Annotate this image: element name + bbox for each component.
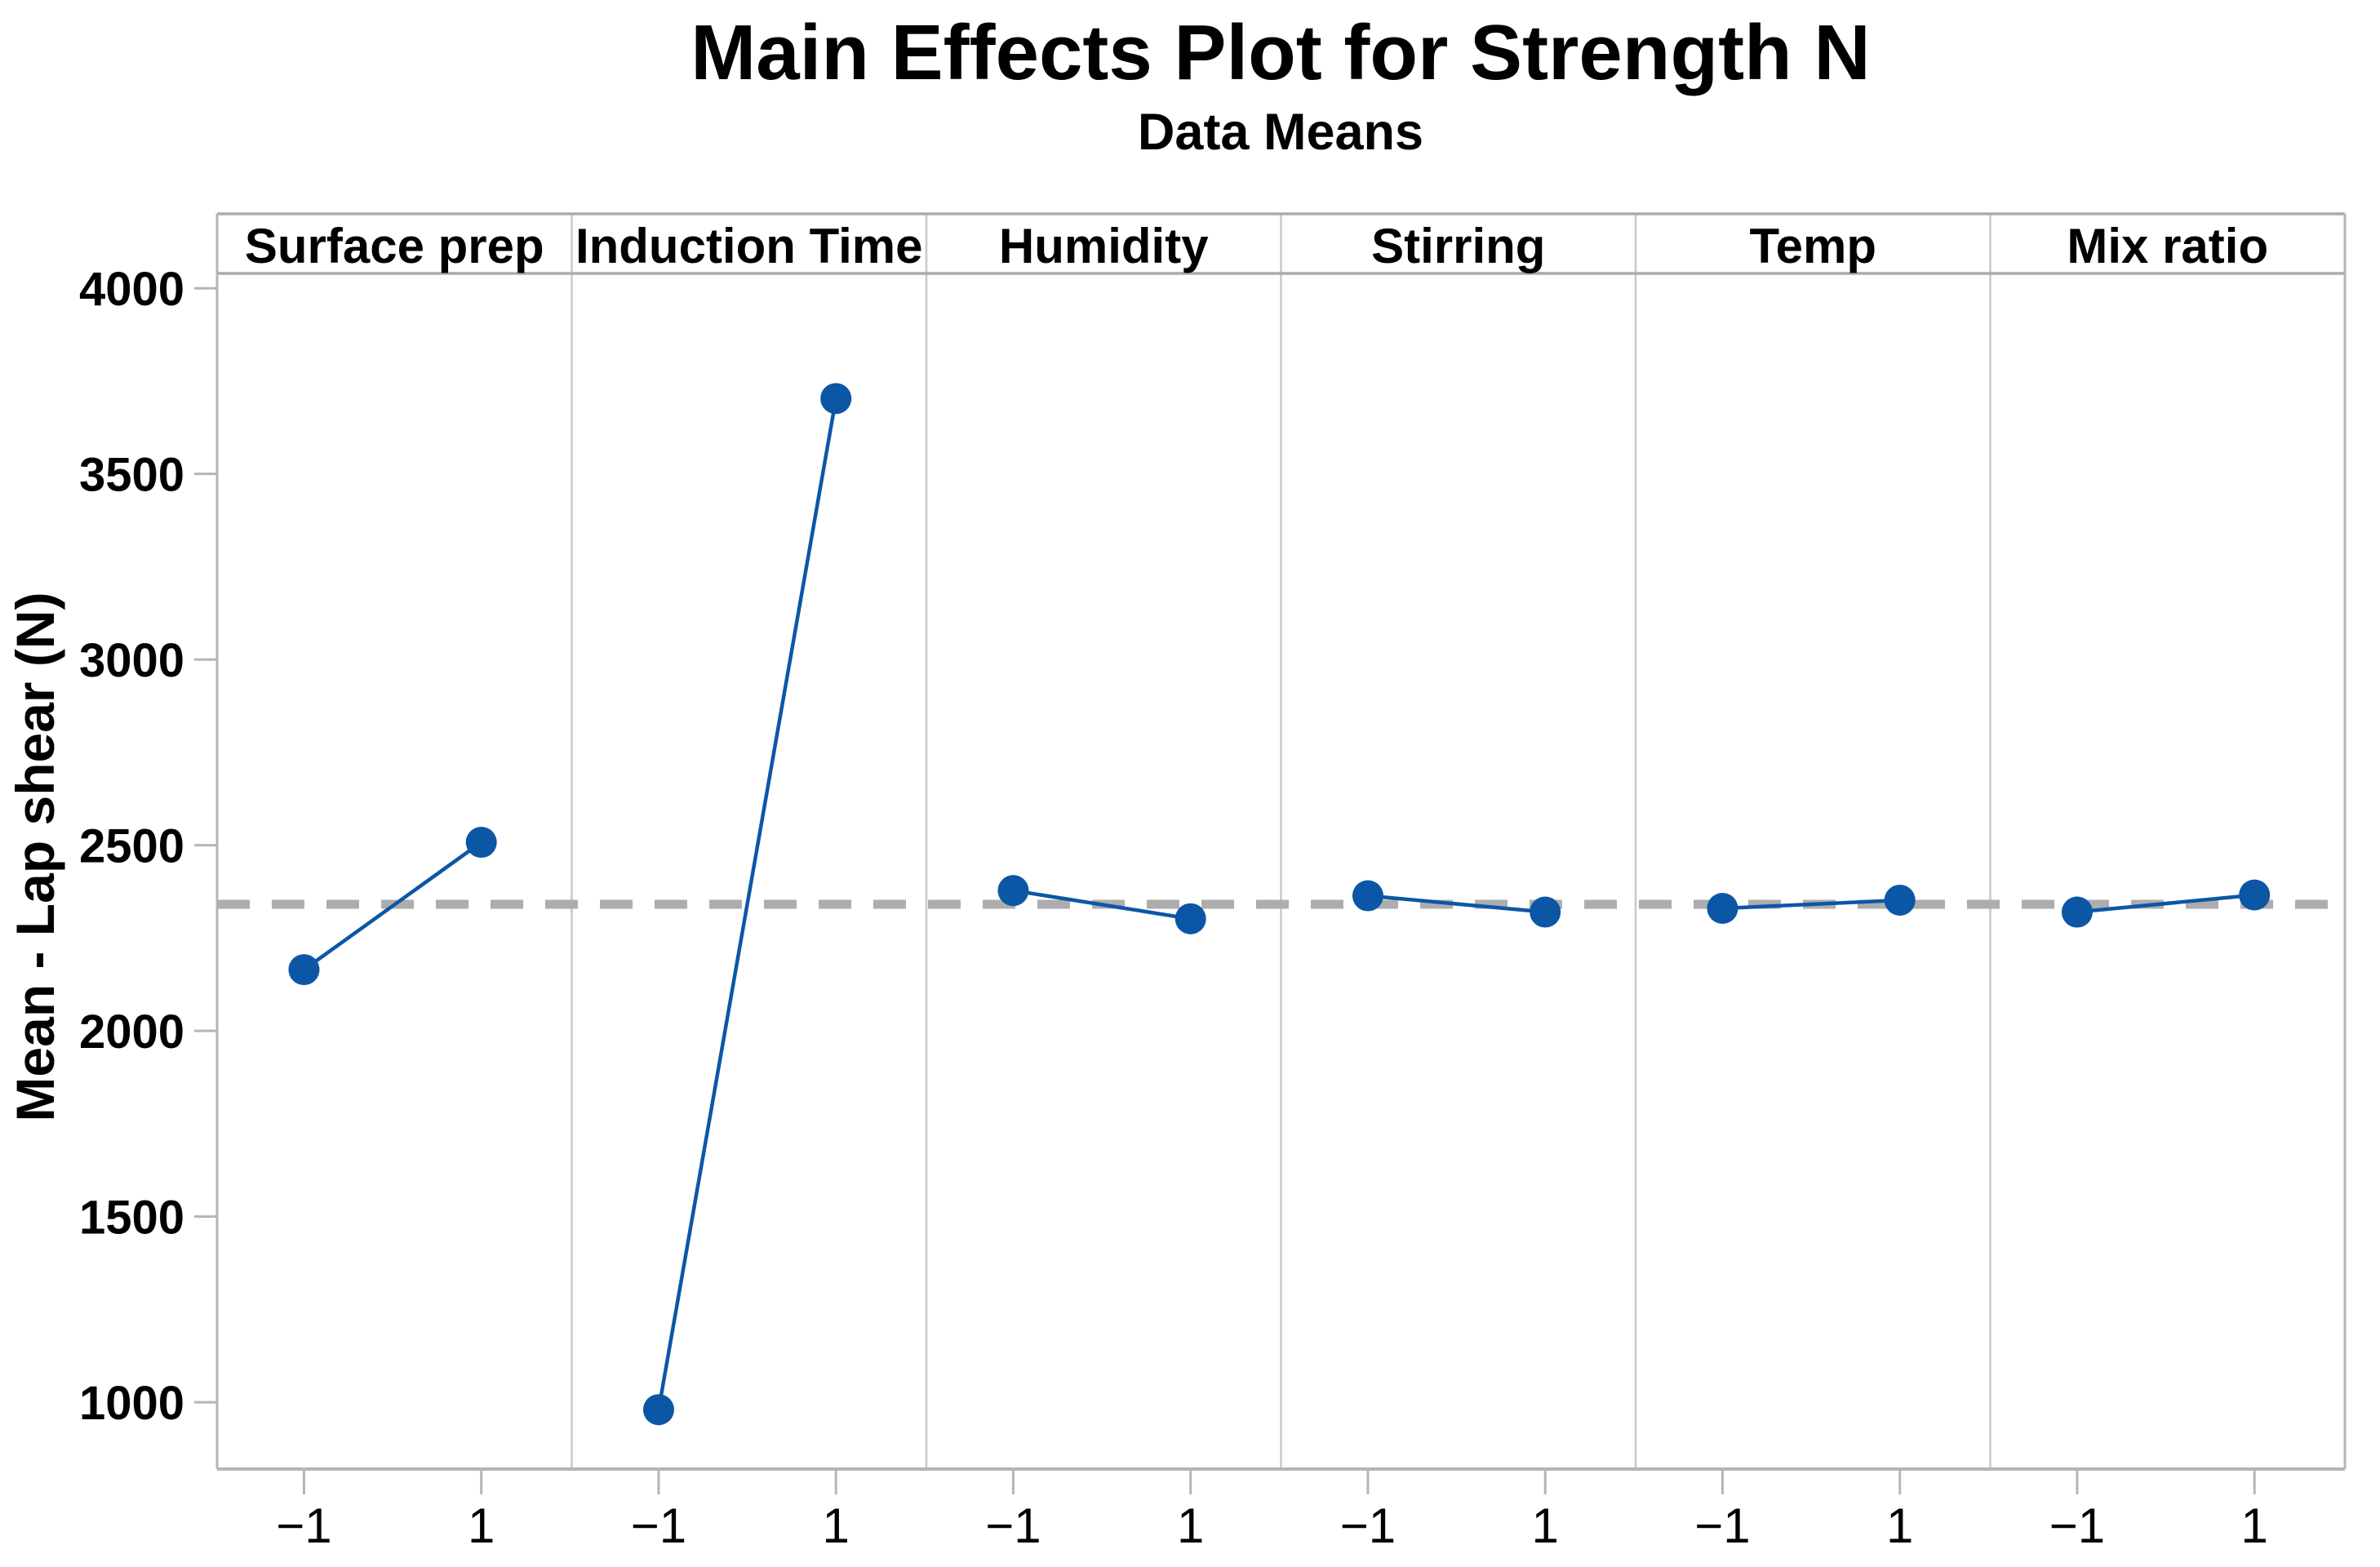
- panel-header-label: Stirring: [1371, 219, 1545, 273]
- x-tick-label: −1: [1694, 1498, 1750, 1553]
- panel-header-label: Temp: [1749, 219, 1876, 273]
- panel-header-label: Humidity: [999, 219, 1209, 273]
- effect-line: [2076, 893, 2255, 914]
- effect-line: [303, 841, 483, 971]
- effect-line: [1722, 898, 1900, 911]
- chart-title: Main Effects Plot for Strength N: [690, 9, 1870, 96]
- y-tick-label: 1000: [79, 1377, 184, 1430]
- data-point: [288, 954, 320, 986]
- effect-line: [656, 397, 838, 1410]
- panel-header-label: Mix ratio: [2067, 219, 2268, 273]
- data-point: [2239, 879, 2271, 911]
- data-point: [997, 875, 1029, 907]
- data-point: [1352, 880, 1383, 912]
- x-tick-label: −1: [276, 1498, 331, 1553]
- data-point: [1174, 903, 1206, 934]
- x-tick-label: 1: [1532, 1498, 1559, 1553]
- y-tick-label: 3500: [79, 449, 184, 502]
- chart-body: 1000 1500 2000 2500 3000 3500 4000 Surface prep…: [79, 212, 2347, 1553]
- x-tick-label: −1: [2049, 1498, 2105, 1553]
- y-tick-label: 2500: [79, 820, 184, 873]
- x-tick-label: −1: [631, 1498, 686, 1553]
- x-tick-label: −1: [985, 1498, 1041, 1553]
- data-point: [1884, 884, 1916, 916]
- data-point: [2061, 896, 2093, 928]
- x-tick-label: 1: [1886, 1498, 1913, 1553]
- y-axis-label: Mean - Lap shear (N): [5, 592, 65, 1121]
- y-tick-label: 3000: [79, 634, 184, 687]
- data-point: [642, 1394, 674, 1426]
- y-tick-label: 4000: [79, 263, 184, 316]
- panel-header-label: Surface prep: [245, 219, 544, 273]
- data-point: [465, 827, 497, 859]
- x-tick-label: −1: [1340, 1498, 1396, 1553]
- effect-line: [1013, 888, 1192, 921]
- y-tick-label: 2000: [79, 1005, 184, 1059]
- x-tick-label: 1: [2241, 1498, 2268, 1553]
- data-point: [820, 383, 852, 415]
- x-tick-label: 1: [468, 1498, 495, 1553]
- chart-subtitle: Data Means: [1138, 104, 1423, 161]
- data-point: [1530, 896, 1561, 928]
- data-point: [1707, 892, 1738, 924]
- x-tick-label: 1: [1177, 1498, 1204, 1553]
- y-tick-label: 1500: [79, 1192, 184, 1245]
- panel-header-label: Induction Time: [575, 219, 923, 273]
- x-tick-label: 1: [823, 1498, 850, 1553]
- effect-line: [1367, 894, 1546, 914]
